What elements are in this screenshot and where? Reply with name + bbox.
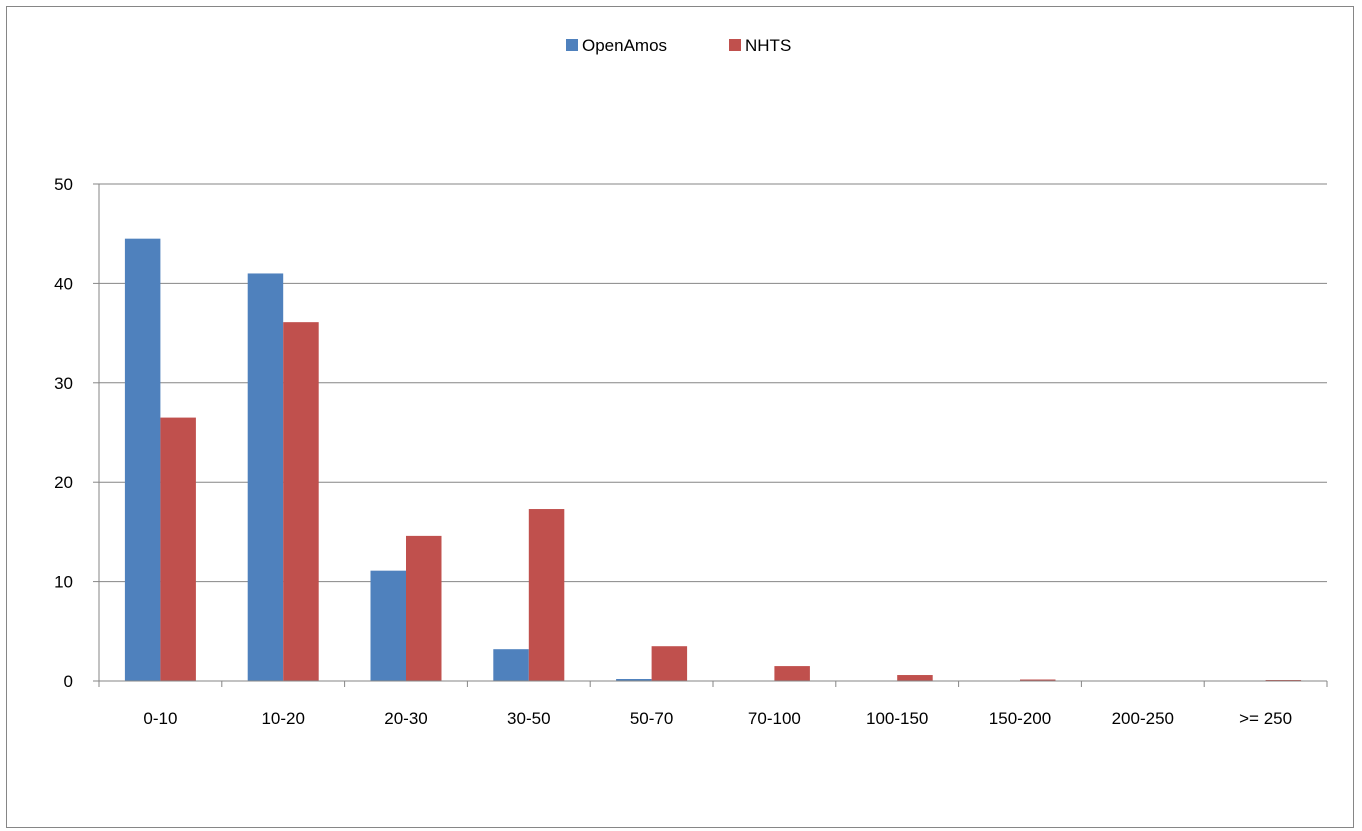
bar-nhts-0 <box>160 417 196 681</box>
x-tick-labels: 0-10 10-20 20-30 30-50 50-70 70-100 100-150 150… <box>143 709 1292 728</box>
y-tick-label: 30 <box>54 374 73 393</box>
bar-nhts-3 <box>528 509 565 681</box>
x-tick-label: 20-30 <box>384 709 427 728</box>
axes <box>93 183 1328 687</box>
bar-nhts-7 <box>1020 679 1056 681</box>
bar-openamos-4 <box>616 679 652 681</box>
legend-swatch-openamos <box>566 39 578 51</box>
x-tick-label: 100-150 <box>866 709 928 728</box>
x-tick-label: 10-20 <box>261 709 304 728</box>
y-tick-label: 20 <box>54 473 73 492</box>
bar-nhts-6 <box>897 675 933 681</box>
legend-label-nhts: NHTS <box>745 36 791 55</box>
x-tick-label: 30-50 <box>507 709 550 728</box>
bar-openamos-1 <box>247 273 284 681</box>
bar-nhts-5 <box>774 666 810 681</box>
x-tick-label: 0-10 <box>143 709 177 728</box>
legend: OpenAmos NHTS <box>566 36 791 55</box>
bar-nhts-4 <box>651 646 688 681</box>
y-tick-label: 0 <box>64 672 73 691</box>
x-tick-label: 50-70 <box>630 709 673 728</box>
y-tick-labels: 0 10 20 30 40 50 <box>54 175 73 691</box>
x-tick-label: 70-100 <box>748 709 801 728</box>
chart-frame <box>6 6 1354 828</box>
y-tick-label: 10 <box>54 573 73 592</box>
bar-nhts-1 <box>283 322 319 681</box>
bar-openamos-0 <box>124 238 161 682</box>
x-tick-label: >= 250 <box>1239 709 1292 728</box>
bar-nhts-2 <box>406 535 442 681</box>
x-tick-label: 150-200 <box>989 709 1051 728</box>
legend-swatch-nhts <box>729 39 741 51</box>
y-tick-label: 40 <box>54 274 73 293</box>
legend-label-openamos: OpenAmos <box>582 36 667 55</box>
x-tick-label: 200-250 <box>1112 709 1174 728</box>
bar-openamos-3 <box>493 649 529 681</box>
y-tick-label: 50 <box>54 175 73 194</box>
bars <box>124 238 1302 682</box>
bar-openamos-2 <box>370 570 406 681</box>
